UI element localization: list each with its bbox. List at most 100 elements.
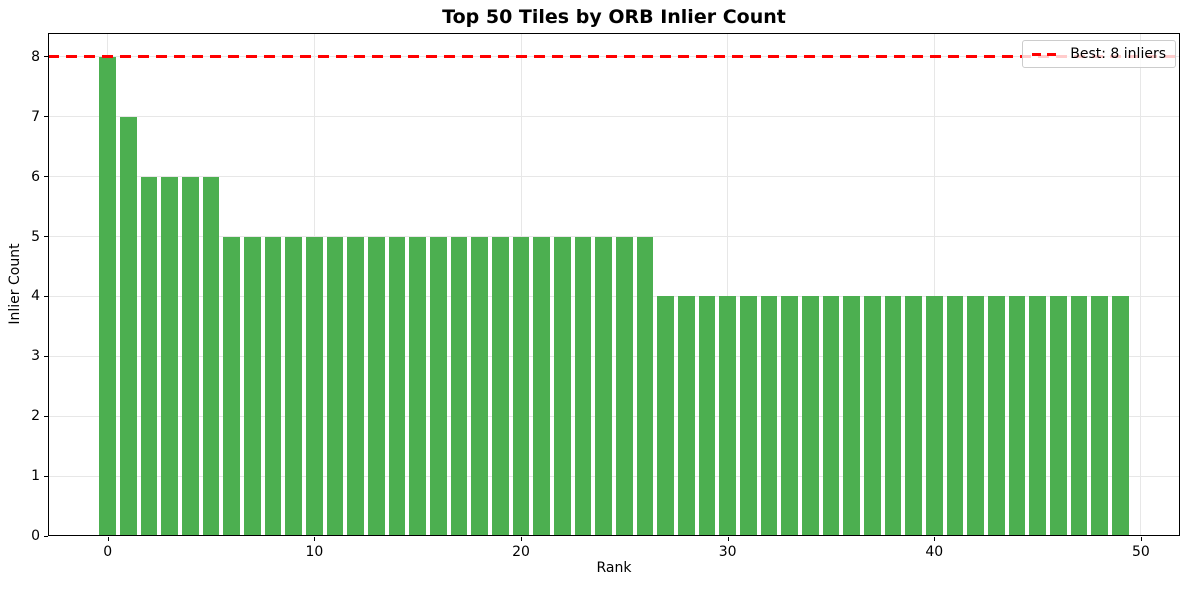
bar-rank-19[interactable] <box>492 236 509 536</box>
bar-rank-29[interactable] <box>698 296 716 536</box>
h-gridline <box>48 535 1180 536</box>
y-tick-mark <box>44 176 48 178</box>
y-tick-mark <box>44 116 48 118</box>
x-tick-label: 20 <box>512 544 530 560</box>
bar-rank-0[interactable] <box>99 56 116 536</box>
h-gridline <box>48 116 1180 118</box>
bar-rank-37[interactable] <box>864 296 881 536</box>
x-tick-mark <box>1140 537 1142 541</box>
x-tick-mark <box>521 537 522 541</box>
bar-rank-48[interactable] <box>1091 296 1108 536</box>
x-tick-label: 30 <box>718 544 737 560</box>
bar-rank-46[interactable] <box>1050 296 1067 536</box>
legend-dashed-line-sample <box>1032 52 1063 56</box>
h-gridline <box>48 236 1180 238</box>
bar-rank-47[interactable] <box>1070 296 1088 536</box>
best-inlier-line <box>48 55 1180 59</box>
v-gridline <box>727 33 729 536</box>
bar-rank-15[interactable] <box>409 236 426 536</box>
bar-rank-33[interactable] <box>781 296 798 536</box>
y-tick-mark <box>44 535 48 537</box>
bar-rank-8[interactable] <box>264 236 282 536</box>
bar-rank-17[interactable] <box>450 236 468 536</box>
bar-rank-42[interactable] <box>967 296 984 536</box>
y-tick-mark <box>44 355 48 357</box>
bar-rank-12[interactable] <box>347 236 364 536</box>
h-gridline <box>48 295 1180 297</box>
x-tick-mark <box>314 537 316 541</box>
x-tick-label: 50 <box>1132 544 1150 560</box>
legend-label: Best: 8 inliers <box>1070 46 1166 62</box>
v-gridline <box>933 33 935 536</box>
y-tick-label: 7 <box>31 108 40 125</box>
y-tick-label: 2 <box>31 408 40 425</box>
bar-rank-30[interactable] <box>719 296 736 536</box>
bar-rank-23[interactable] <box>574 236 592 536</box>
bar-rank-21[interactable] <box>533 236 550 536</box>
h-gridline <box>48 415 1180 417</box>
y-tick-label: 0 <box>31 528 40 544</box>
bar-rank-14[interactable] <box>388 236 406 536</box>
bar-rank-6[interactable] <box>223 236 240 536</box>
plot-area: Best: 8 inliers <box>48 33 1180 536</box>
bar-rank-24[interactable] <box>595 236 612 536</box>
bar-rank-36[interactable] <box>843 296 860 536</box>
y-tick-label: 8 <box>31 48 40 65</box>
bar-rank-49[interactable] <box>1112 296 1129 536</box>
x-tick-label: 40 <box>925 544 944 560</box>
y-tick-label: 1 <box>31 468 40 485</box>
bar-rank-44[interactable] <box>1008 296 1026 536</box>
legend: Best: 8 inliers <box>1022 40 1176 68</box>
bar-rank-3[interactable] <box>161 176 178 536</box>
bar-rank-11[interactable] <box>326 236 344 536</box>
bar-rank-20[interactable] <box>512 236 530 536</box>
bar-rank-43[interactable] <box>988 296 1005 536</box>
y-tick-mark <box>44 236 48 238</box>
bar-rank-31[interactable] <box>740 296 757 536</box>
bar-rank-41[interactable] <box>946 296 964 536</box>
bar-rank-13[interactable] <box>368 236 385 536</box>
bar-rank-39[interactable] <box>905 296 922 536</box>
x-axis-label: Rank <box>596 560 632 576</box>
bar-rank-40[interactable] <box>926 296 943 536</box>
bar-rank-2[interactable] <box>140 176 158 536</box>
h-gridline <box>48 355 1180 357</box>
y-tick-label: 4 <box>31 288 40 305</box>
x-tick-label: 10 <box>305 544 324 560</box>
bar-rank-38[interactable] <box>884 296 902 536</box>
bar-rank-32[interactable] <box>760 296 778 536</box>
h-gridline <box>48 475 1180 477</box>
v-gridline <box>1140 33 1142 536</box>
bar-rank-27[interactable] <box>657 296 674 536</box>
y-tick-mark <box>44 295 48 297</box>
bar-rank-45[interactable] <box>1029 296 1046 536</box>
bar-rank-22[interactable] <box>554 236 571 536</box>
x-tick-label: 0 <box>103 544 113 560</box>
y-tick-mark <box>44 475 48 477</box>
bar-rank-26[interactable] <box>636 236 654 536</box>
bar-rank-10[interactable] <box>306 236 323 536</box>
y-tick-label: 5 <box>31 228 40 245</box>
chart-title: Top 50 Tiles by ORB Inlier Count <box>442 6 786 28</box>
bar-rank-9[interactable] <box>285 236 302 536</box>
y-tick-label: 6 <box>31 168 40 185</box>
bar-rank-7[interactable] <box>244 236 261 536</box>
bar-rank-34[interactable] <box>802 296 819 536</box>
y-tick-label: 3 <box>31 348 40 365</box>
bar-rank-1[interactable] <box>120 116 137 536</box>
y-tick-mark <box>44 415 48 417</box>
h-gridline <box>48 176 1180 178</box>
x-tick-mark <box>934 537 936 541</box>
y-tick-mark <box>44 56 48 58</box>
bar-rank-5[interactable] <box>202 176 220 536</box>
x-tick-mark <box>107 537 109 541</box>
bar-rank-28[interactable] <box>678 296 695 536</box>
y-axis-label: Inlier Count <box>7 243 23 325</box>
bar-rank-35[interactable] <box>822 296 840 536</box>
bar-rank-18[interactable] <box>471 236 488 536</box>
bar-rank-16[interactable] <box>430 236 447 536</box>
bar-rank-4[interactable] <box>182 176 199 536</box>
bar-rank-25[interactable] <box>616 236 633 536</box>
x-tick-mark <box>727 537 729 541</box>
